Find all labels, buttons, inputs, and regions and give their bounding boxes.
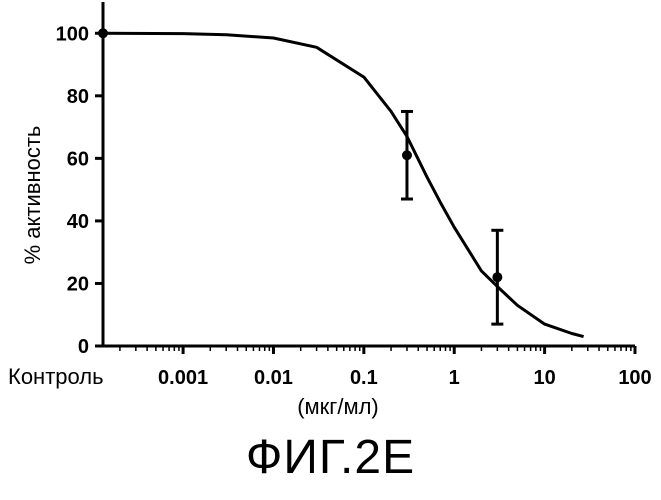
figure-caption: ФИГ.2Е — [0, 430, 661, 485]
x-tick-label: 1 — [449, 367, 460, 389]
y-tick-label: 40 — [67, 211, 89, 233]
x-control-label: Контроль — [8, 364, 104, 389]
y-tick-label: 20 — [67, 273, 89, 295]
x-tick-label: 100 — [618, 367, 651, 389]
data-point — [402, 150, 412, 160]
x-tick-label: 0.001 — [158, 367, 208, 389]
y-axis-title: % активность — [20, 126, 45, 265]
data-point — [492, 272, 502, 282]
tick-labels: 0 20 40 60 80 100 0.001 0.01 0.1 1 10 100 — [56, 23, 652, 389]
axes — [95, 2, 635, 354]
y-tick-label: 60 — [67, 148, 89, 170]
x-tick-label: 0.1 — [350, 367, 378, 389]
x-tick-label: 10 — [533, 367, 555, 389]
y-tick-label: 0 — [78, 336, 89, 358]
y-tick-label: 80 — [67, 86, 89, 108]
plot-area — [98, 28, 584, 336]
fitted-curve-line — [103, 33, 584, 336]
y-tick-label: 100 — [56, 23, 89, 45]
x-tick-label: 0.01 — [254, 367, 293, 389]
x-axis-title: (мкг/мл) — [297, 394, 379, 419]
